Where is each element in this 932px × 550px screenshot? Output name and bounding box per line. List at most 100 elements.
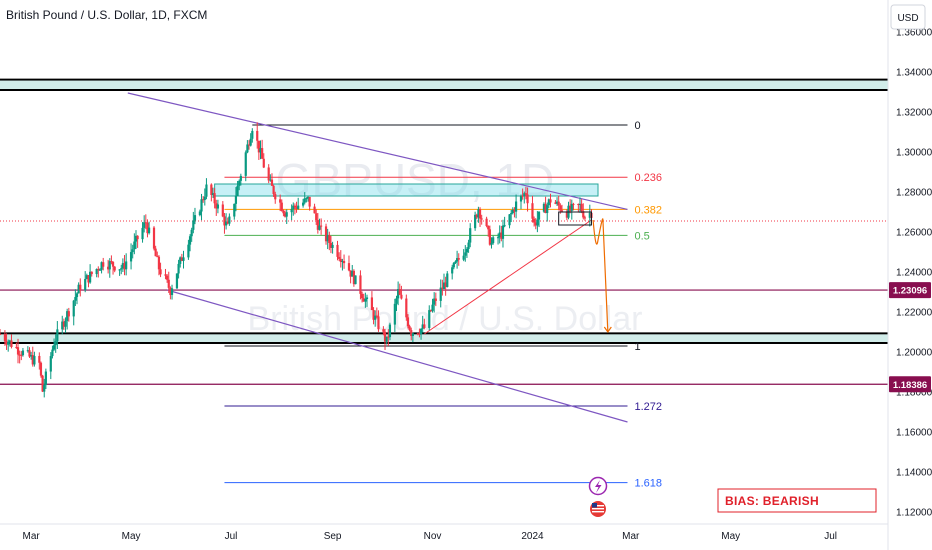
- candle-body: [154, 248, 157, 257]
- candle-body: [159, 269, 162, 275]
- candle-body: [316, 220, 319, 230]
- candle-body: [129, 252, 133, 262]
- candle-body: [511, 209, 514, 214]
- candle-body: [583, 217, 587, 219]
- candle-body: [510, 213, 513, 215]
- candle-body: [580, 203, 583, 212]
- candle-body: [280, 202, 283, 211]
- candle-body: [537, 211, 541, 220]
- candle-body: [223, 216, 226, 226]
- support-resistance-zone: [0, 334, 888, 342]
- price-tag-label: 1.18386: [893, 380, 927, 391]
- candle-body: [261, 148, 264, 159]
- candle-body: [133, 241, 136, 250]
- candle-body: [549, 199, 552, 203]
- candle-body: [441, 287, 444, 290]
- y-tick-label: 1.16000: [896, 428, 932, 439]
- candle-body: [349, 270, 352, 277]
- candle-body: [503, 225, 506, 227]
- candle-body: [75, 293, 79, 298]
- candle-body: [542, 203, 546, 212]
- candle-body: [469, 228, 472, 243]
- candle-body: [113, 266, 116, 271]
- candle-body: [464, 252, 467, 256]
- candle-body: [328, 235, 331, 244]
- candle-body: [179, 257, 182, 264]
- candle-body: [205, 184, 208, 197]
- bias-label: BIAS: BEARISH: [725, 494, 819, 508]
- candle-body: [249, 138, 252, 146]
- candle-body: [347, 263, 351, 271]
- consolidation-box: [558, 211, 592, 226]
- candle-body: [190, 229, 193, 237]
- candle-body: [557, 201, 560, 206]
- candle-body: [364, 298, 367, 302]
- candle-body: [224, 221, 228, 226]
- candle-body: [374, 315, 377, 320]
- candle-body: [405, 298, 408, 318]
- candle-body: [418, 333, 421, 335]
- candle-body: [565, 211, 568, 218]
- candle-body: [100, 262, 103, 270]
- candle-body: [283, 213, 287, 217]
- watermark-symbol: GBPUSD, 1D: [276, 154, 555, 206]
- x-tick-label: May: [721, 531, 740, 542]
- price-tag-label: 1.23096: [893, 286, 927, 297]
- candle-body: [488, 229, 491, 245]
- candle-body: [120, 268, 123, 270]
- us-flag-icon[interactable]: [590, 501, 606, 517]
- price-tag: [889, 282, 931, 299]
- candle-body: [419, 328, 423, 335]
- support-resistance-zone: [0, 80, 888, 89]
- candle-body: [297, 205, 300, 209]
- candle-body: [156, 256, 159, 258]
- candle-body: [238, 180, 241, 186]
- candle-body: [377, 316, 380, 330]
- candle-body: [295, 207, 298, 209]
- candle-body: [257, 140, 260, 153]
- candle-body: [282, 210, 285, 214]
- candle-body: [41, 375, 44, 392]
- candle-body: [554, 202, 557, 204]
- candle-body: [244, 152, 247, 176]
- candle-body: [338, 256, 341, 259]
- fib-level-label: 0.5: [634, 230, 649, 242]
- y-tick-label: 1.28000: [896, 188, 932, 199]
- candle-body: [385, 336, 388, 342]
- candle-body: [74, 297, 77, 301]
- candle-body: [72, 300, 75, 317]
- candle-body: [313, 206, 316, 214]
- candle-body: [259, 148, 262, 153]
- candle-body: [98, 269, 102, 271]
- candle-body: [118, 269, 121, 271]
- candle-body: [498, 232, 501, 238]
- time-scale[interactable]: Mar May Jul Sep Nov 2024 Mar May Jul: [23, 531, 838, 542]
- lightning-icon[interactable]: [588, 476, 608, 496]
- candle-body: [62, 321, 65, 327]
- candle-body: [555, 201, 559, 204]
- candle-body: [301, 202, 305, 206]
- candle-body: [383, 331, 387, 342]
- candle-body: [360, 293, 364, 299]
- bias-box: BIAS: BEARISH: [717, 488, 877, 513]
- candle-body: [95, 268, 98, 275]
- price-scale[interactable]: 1.12000 1.14000 1.16000 1.18000 1.20000 1.220…: [896, 28, 932, 519]
- candle-body: [452, 262, 455, 268]
- candle-body: [279, 199, 282, 203]
- fib-level-label: 1: [634, 341, 640, 353]
- candle-body: [370, 297, 374, 311]
- candle-body: [107, 266, 110, 270]
- candle-body: [408, 326, 411, 331]
- channel-line: [166, 289, 628, 423]
- candle-body: [3, 334, 7, 342]
- candle-body: [147, 227, 151, 234]
- candle-body: [339, 258, 342, 262]
- candle-body: [131, 249, 134, 253]
- x-tick-label: Jul: [824, 531, 837, 542]
- candle-body: [315, 213, 318, 221]
- currency-button[interactable]: USD: [890, 4, 926, 30]
- candle-body: [474, 214, 477, 229]
- candle-body: [318, 225, 321, 230]
- candle-body: [16, 347, 20, 355]
